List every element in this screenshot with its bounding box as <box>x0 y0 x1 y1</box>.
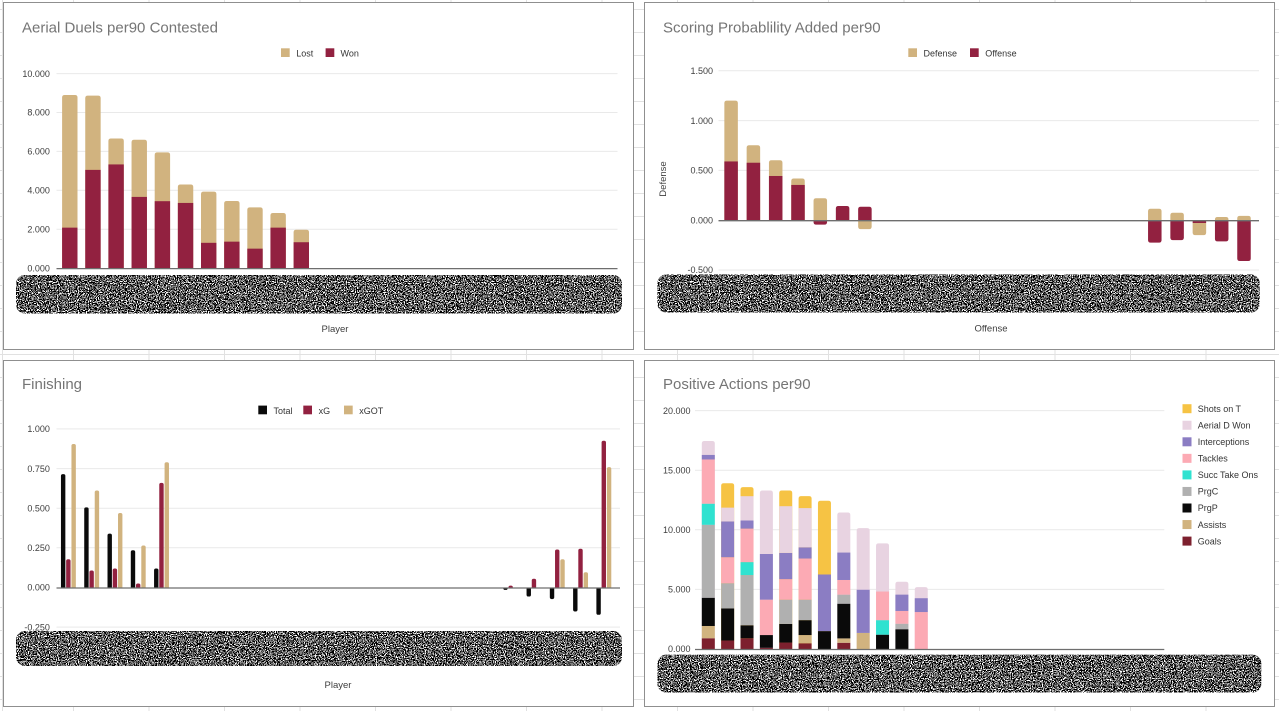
svg-text:Lost: Lost <box>296 49 314 59</box>
svg-text:10.000: 10.000 <box>663 525 691 535</box>
svg-text:0.000: 0.000 <box>690 215 713 225</box>
svg-text:Won: Won <box>341 49 359 59</box>
svg-text:8.000: 8.000 <box>27 108 50 118</box>
svg-text:PrgC: PrgC <box>1198 487 1219 497</box>
svg-text:15.000: 15.000 <box>663 465 691 475</box>
svg-text:-0.500: -0.500 <box>687 265 713 275</box>
svg-text:xGOT: xGOT <box>359 406 384 416</box>
svg-text:Finishing: Finishing <box>22 376 82 393</box>
svg-text:Tackles: Tackles <box>1198 454 1229 464</box>
svg-text:0.250: 0.250 <box>27 543 50 553</box>
svg-text:xG: xG <box>319 406 331 416</box>
svg-text:Goals: Goals <box>1198 536 1222 546</box>
svg-text:10.000: 10.000 <box>22 69 50 79</box>
svg-text:Total: Total <box>274 406 293 416</box>
svg-text:Succ Take Ons: Succ Take Ons <box>1198 470 1259 480</box>
svg-text:20.000: 20.000 <box>663 406 691 416</box>
svg-text:1.000: 1.000 <box>690 116 713 126</box>
svg-text:6.000: 6.000 <box>27 147 50 157</box>
svg-text:Assists: Assists <box>1198 520 1227 530</box>
svg-text:Aerial Duels per90 Contested: Aerial Duels per90 Contested <box>22 20 218 37</box>
svg-text:0.000: 0.000 <box>27 583 50 593</box>
svg-text:Player: Player <box>325 680 352 691</box>
svg-text:0.000: 0.000 <box>668 644 691 654</box>
svg-text:0.500: 0.500 <box>27 503 50 513</box>
svg-text:Offense: Offense <box>985 49 1016 59</box>
svg-text:5.000: 5.000 <box>668 585 691 595</box>
svg-text:Defense: Defense <box>924 49 958 59</box>
svg-text:Defense: Defense <box>658 161 669 196</box>
svg-text:0.000: 0.000 <box>27 263 50 273</box>
svg-text:2.000: 2.000 <box>27 224 50 234</box>
svg-text:Positive Actions per90: Positive Actions per90 <box>663 376 811 393</box>
svg-text:Offense: Offense <box>974 324 1007 335</box>
svg-text:Player: Player <box>322 324 349 335</box>
svg-text:0.750: 0.750 <box>27 464 50 474</box>
svg-text:4.000: 4.000 <box>27 186 50 196</box>
svg-text:Aerial D Won: Aerial D Won <box>1198 421 1251 431</box>
svg-text:1.500: 1.500 <box>690 66 713 76</box>
svg-text:Shots on T: Shots on T <box>1198 404 1242 414</box>
svg-text:PrgP: PrgP <box>1198 503 1218 513</box>
svg-text:-0.250: -0.250 <box>24 622 50 632</box>
svg-text:Interceptions: Interceptions <box>1198 437 1250 447</box>
svg-text:0.500: 0.500 <box>690 166 713 176</box>
svg-text:Scoring Probablility Added per: Scoring Probablility Added per90 <box>663 20 881 37</box>
svg-text:1.000: 1.000 <box>27 424 50 434</box>
